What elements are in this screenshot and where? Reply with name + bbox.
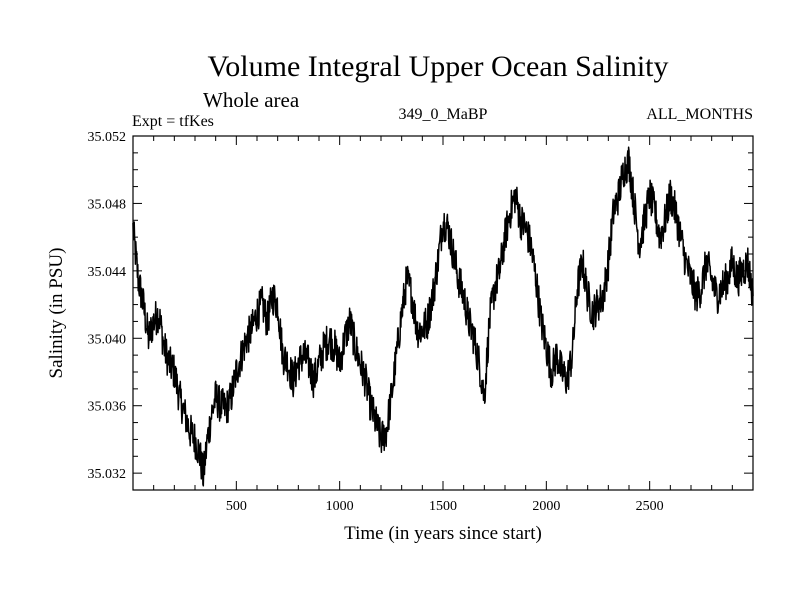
y-tick-label: 35.052 (88, 130, 127, 145)
x-axis-label: Time (in years since start) (344, 523, 542, 544)
chart-title: Volume Integral Upper Ocean Salinity (207, 50, 669, 83)
salinity-series-line (132, 146, 754, 487)
x-tick-label: 1000 (326, 499, 354, 514)
run-label: 349_0_MaBP (398, 106, 488, 123)
y-tick-label: 35.048 (88, 197, 127, 212)
y-tick-label: 35.036 (88, 400, 127, 415)
y-tick-label: 35.044 (88, 265, 127, 280)
y-axis-label: Salinity (in PSU) (46, 248, 67, 379)
months-label: ALL_MONTHS (646, 106, 753, 123)
tick-labels: 500 1000 1500 2000 2500 35.032 35.036 35.040 35.… (88, 130, 664, 514)
experiment-label: Expt = tfKes (132, 113, 214, 130)
y-tick-label: 35.032 (88, 467, 127, 482)
x-tick-label: 2000 (532, 499, 560, 514)
axis-ticks (133, 135, 753, 491)
x-tick-label: 500 (226, 499, 247, 514)
y-tick-label: 35.040 (88, 332, 127, 347)
plot-frame (132, 135, 754, 491)
x-tick-label: 2500 (636, 499, 664, 514)
chart-subtitle: Whole area (203, 88, 300, 112)
x-tick-label: 1500 (429, 499, 457, 514)
